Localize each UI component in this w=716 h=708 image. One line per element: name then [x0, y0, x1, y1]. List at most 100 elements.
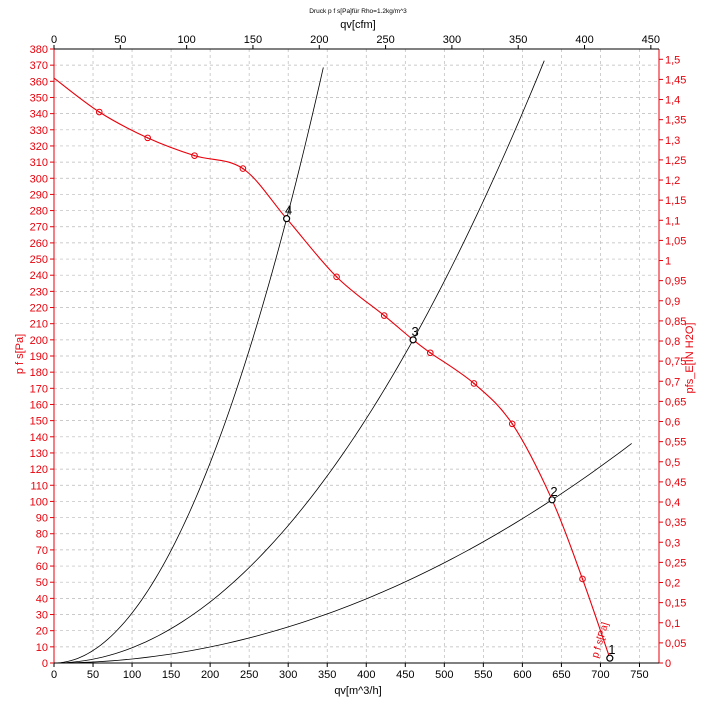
left-tick-label: 0 — [42, 658, 48, 670]
bottom-tick-label: 550 — [474, 669, 492, 681]
right-tick-label: 1,15 — [665, 195, 686, 207]
bottom-tick-label: 350 — [318, 669, 336, 681]
left-tick-label: 120 — [30, 464, 48, 476]
fan-curve-marker-dot — [335, 276, 338, 278]
left-tick-label: 290 — [30, 189, 48, 201]
top-tick-label: 350 — [509, 34, 527, 46]
fan-curve-line — [53, 77, 611, 659]
right-tick-label: 0,6 — [665, 417, 680, 429]
left-tick-label: 320 — [30, 141, 48, 153]
bottom-tick-label: 100 — [123, 669, 141, 681]
fan-curve-marker-dot — [242, 167, 244, 170]
bottom-tick-label: 0 — [51, 669, 57, 681]
bottom-tick-label: 150 — [162, 669, 180, 681]
right-tick-label: 0,9 — [665, 296, 680, 308]
fan-curve-marker — [144, 134, 151, 142]
top-tick-label: 450 — [642, 34, 660, 46]
left-tick-label: 140 — [30, 432, 48, 444]
left-tick-label: 340 — [30, 109, 48, 121]
top-tick-label: 300 — [443, 34, 461, 46]
right-tick-label: 0,35 — [665, 517, 686, 529]
fan-curve-marker — [239, 165, 247, 172]
right-tick-label: 1,2 — [665, 175, 680, 187]
left-tick-label: 330 — [30, 125, 48, 137]
left-tick-label: 60 — [36, 561, 48, 573]
left-tick-label: 150 — [30, 416, 48, 428]
operating-point-marker — [548, 496, 556, 504]
left-tick-label: 360 — [30, 76, 48, 88]
grid — [54, 48, 659, 663]
fan-curve-marker-dot — [581, 578, 584, 580]
right-tick-label: 0,3 — [665, 537, 680, 549]
bottom-tick-label: 650 — [552, 669, 570, 681]
bottom-tick-label: 750 — [630, 669, 648, 681]
system-curves — [53, 60, 632, 664]
top-tick-label: 200 — [310, 34, 328, 46]
left-axis-label: p f s[Pa] — [14, 334, 26, 374]
fan-curve-marker — [508, 420, 516, 428]
right-tick-label: 0,85 — [665, 316, 686, 328]
operating-point-marker — [606, 654, 614, 662]
right-tick-label: 0,95 — [665, 276, 686, 288]
top-tick-label: 100 — [177, 34, 195, 46]
right-tick-label: 1,25 — [665, 155, 686, 167]
system-curve — [53, 443, 632, 664]
chart-title: Druck p f s[Pa]für Rho=1.2kg/m^3 — [309, 8, 407, 15]
right-tick-label: 1,5 — [665, 54, 680, 66]
bottom-tick-label: 250 — [240, 669, 258, 681]
operating-point-label: 3 — [411, 324, 418, 339]
left-tick-label: 50 — [36, 577, 48, 589]
right-tick-label: 1,45 — [665, 74, 686, 86]
operating-point-label: 1 — [608, 642, 615, 657]
bottom-tick-label: 200 — [201, 669, 219, 681]
bottom-axis-label: qv[m^3/h] — [334, 685, 381, 697]
left-tick-label: 70 — [36, 545, 48, 557]
right-tick-label: 0,7 — [665, 376, 680, 388]
left-tick-label: 80 — [36, 529, 48, 541]
top-axis-ticks: 0 50 100 150 200 250 300 350 400 450 — [51, 34, 660, 49]
right-tick-label: 1,4 — [665, 95, 680, 107]
left-tick-label: 100 — [30, 496, 48, 508]
left-tick-label: 10 — [36, 642, 48, 654]
top-tick-label: 250 — [376, 34, 394, 46]
fan-curve-marker — [579, 575, 586, 583]
right-tick-label: 0 — [665, 658, 671, 670]
left-tick-label: 190 — [30, 351, 48, 363]
bottom-tick-label: 300 — [279, 669, 297, 681]
bottom-tick-label: 50 — [87, 669, 99, 681]
left-tick-label: 370 — [30, 60, 48, 72]
fan-curve-marker-dot — [511, 423, 514, 425]
right-tick-label: 1,1 — [665, 215, 680, 227]
fan-curve — [53, 77, 611, 659]
left-tick-label: 240 — [30, 270, 48, 282]
left-tick-label: 350 — [30, 92, 48, 104]
left-tick-label: 170 — [30, 383, 48, 395]
top-axis-label: qv[cfm] — [340, 19, 375, 31]
operating-point-label: 2 — [550, 484, 557, 499]
fan-curve-marker — [470, 380, 478, 387]
system-curve — [53, 60, 545, 664]
right-axis-ticks: 0 0,05 0,1 0,15 0,2 0,25 0,3 0,35 0,4 0,45 0,5 0,55… — [659, 54, 686, 670]
right-tick-label: 1,3 — [665, 135, 680, 147]
right-axis-label: pfs_E[IN H2O] — [684, 323, 696, 394]
left-tick-label: 210 — [30, 319, 48, 331]
bottom-tick-label: 500 — [435, 669, 453, 681]
top-tick-label: 0 — [51, 34, 57, 46]
fan-curve-marker — [380, 312, 388, 319]
fan-curve-marker-dot — [98, 111, 101, 113]
left-axis-ticks: 0 10 20 30 40 50 60 70 80 90 100 110 120 130 140 150 160… — [30, 44, 54, 670]
operating-point-marker — [283, 215, 291, 223]
left-tick-label: 160 — [30, 399, 48, 411]
bottom-axis-ticks: 0 50 100 150 200 250 300 350 400 450 500 550 600 650 7… — [51, 663, 649, 681]
top-tick-label: 150 — [244, 34, 262, 46]
right-tick-label: 0,15 — [665, 598, 686, 610]
left-tick-label: 40 — [36, 593, 48, 605]
bottom-tick-label: 450 — [396, 669, 414, 681]
operating-point-label: 4 — [285, 203, 292, 218]
right-tick-label: 1,05 — [665, 235, 686, 247]
right-tick-label: 0,4 — [665, 497, 680, 509]
right-tick-label: 0,25 — [665, 557, 686, 569]
right-tick-label: 0,1 — [665, 618, 680, 630]
left-tick-label: 220 — [30, 303, 48, 315]
top-tick-label: 400 — [575, 34, 593, 46]
